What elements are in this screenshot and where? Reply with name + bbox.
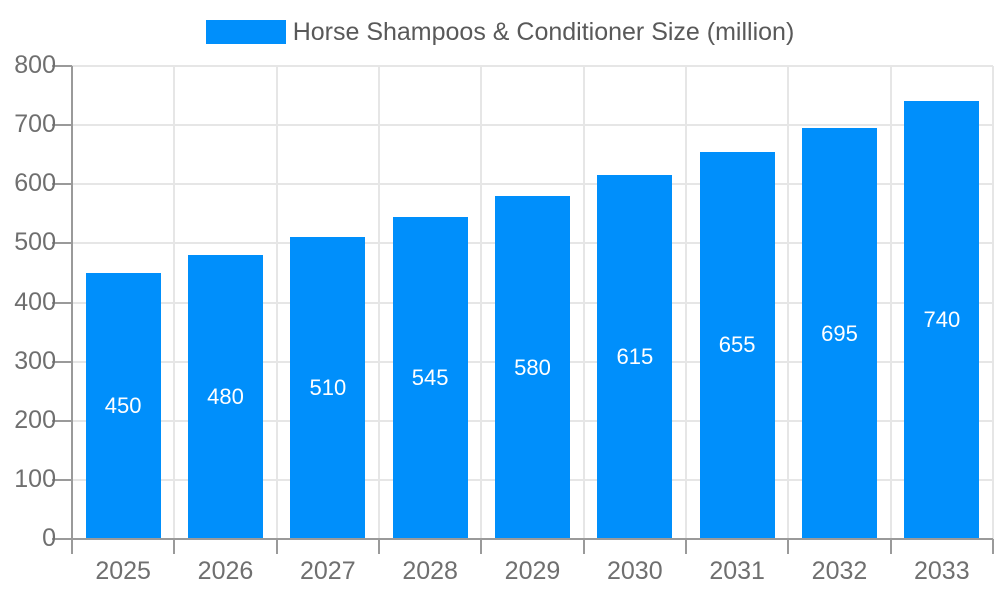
bar-2027[interactable]: 510 <box>290 237 366 539</box>
gridline-x <box>173 66 176 539</box>
bar-2029[interactable]: 580 <box>495 196 570 539</box>
y-tick-mark <box>52 360 72 363</box>
bar-2025[interactable]: 450 <box>85 272 161 539</box>
y-tick-mark <box>52 478 72 481</box>
y-tick-mark <box>52 183 72 186</box>
x-tick-mark <box>173 539 176 554</box>
x-tick-label: 2033 <box>914 557 970 585</box>
y-tick-label: 300 <box>14 346 56 375</box>
bar-value-label: 580 <box>514 354 551 380</box>
x-tick-label: 2028 <box>402 557 458 585</box>
y-tick-mark <box>52 419 72 422</box>
gridline-x <box>378 66 380 539</box>
y-tick-label: 0 <box>42 524 56 552</box>
bar-value-label: 480 <box>207 384 244 410</box>
x-tick-label: 2030 <box>607 557 663 585</box>
gridline-y <box>72 124 993 127</box>
gridline-x <box>582 66 585 539</box>
bar-value-label: 615 <box>616 344 654 370</box>
legend-label: Horse Shampoos & Conditioner Size (milli… <box>292 18 795 46</box>
x-tick-mark <box>378 539 380 554</box>
bar-2032[interactable]: 695 <box>802 128 877 539</box>
gridline-x <box>480 66 483 539</box>
x-tick-mark <box>992 539 994 554</box>
x-tick-label: 2026 <box>197 557 254 585</box>
x-tick-mark <box>787 539 790 554</box>
y-axis-line <box>71 66 73 554</box>
y-tick-mark <box>52 124 72 127</box>
bar-2031[interactable]: 655 <box>699 151 775 539</box>
x-tick-label: 2029 <box>504 557 561 585</box>
y-tick-mark <box>52 65 72 67</box>
x-tick-label: 2031 <box>709 557 765 585</box>
y-tick-label: 700 <box>14 110 56 139</box>
x-tick-label: 2025 <box>95 557 151 585</box>
y-tick-label: 600 <box>14 169 56 198</box>
bar-2033[interactable]: 740 <box>904 101 980 539</box>
y-tick-label: 500 <box>14 228 56 257</box>
y-tick-label: 100 <box>14 464 56 493</box>
bar-2030[interactable]: 615 <box>597 175 673 539</box>
y-tick-label: 800 <box>14 51 56 79</box>
gridline-y <box>72 183 993 186</box>
bar-value-label: 545 <box>411 364 449 390</box>
bar-value-label: 695 <box>821 320 858 346</box>
bar-2028[interactable]: 545 <box>392 216 468 539</box>
bar-value-label: 510 <box>309 375 347 401</box>
y-tick-mark <box>52 301 72 304</box>
gridline-x <box>992 66 994 539</box>
x-tick-mark <box>275 539 278 554</box>
y-tick-label: 400 <box>14 287 56 316</box>
x-tick-mark <box>889 539 892 554</box>
bar-value-label: 450 <box>104 392 142 418</box>
legend-item[interactable]: Horse Shampoos & Conditioner Size (milli… <box>0 19 1000 45</box>
gridline-x <box>787 66 790 539</box>
x-axis-line <box>52 538 993 540</box>
y-tick-label: 200 <box>14 405 56 434</box>
gridline-x <box>275 66 278 539</box>
bar-value-label: 655 <box>718 332 756 358</box>
gridline-x <box>889 66 892 539</box>
legend-swatch <box>205 20 286 44</box>
gridline-x <box>685 66 687 539</box>
x-tick-label: 2032 <box>811 557 868 585</box>
x-tick-label: 2027 <box>300 557 356 585</box>
x-tick-mark <box>480 539 483 554</box>
bar-2026[interactable]: 480 <box>188 255 263 539</box>
y-tick-mark <box>52 242 72 245</box>
x-tick-mark <box>685 539 687 554</box>
gridline-y <box>72 65 993 67</box>
x-tick-mark <box>582 539 585 554</box>
bar-value-label: 740 <box>923 307 961 333</box>
